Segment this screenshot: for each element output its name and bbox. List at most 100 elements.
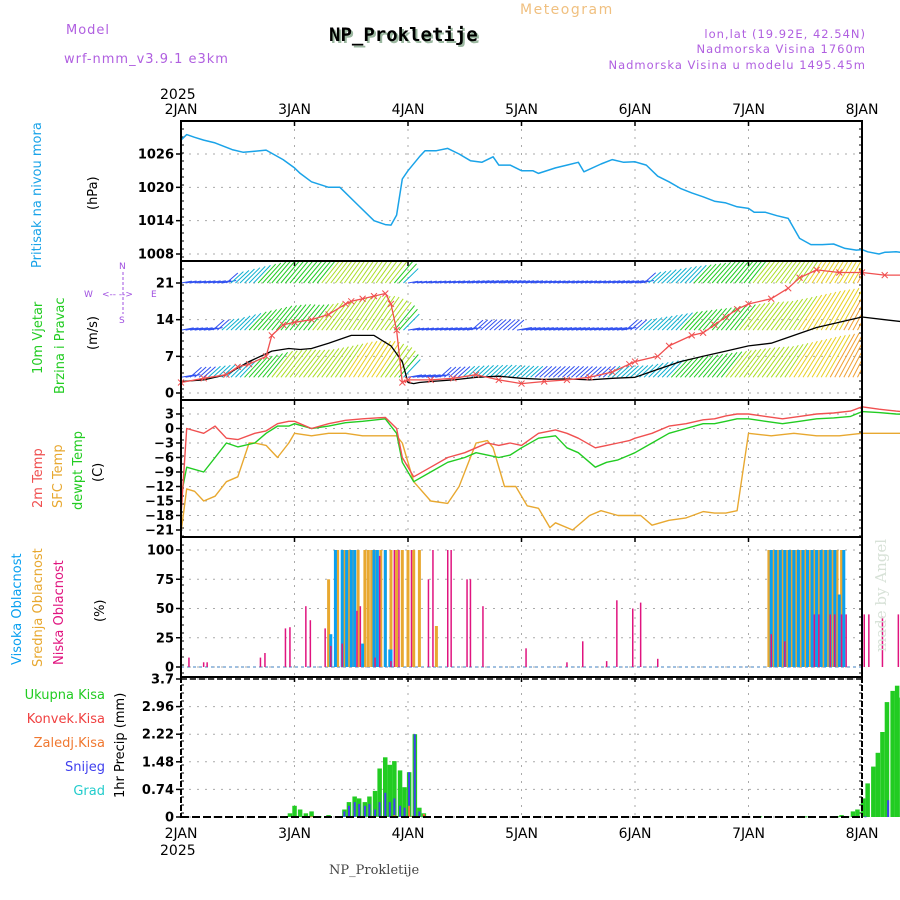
wind-arrow [430, 280, 442, 284]
wind-arrow [357, 295, 382, 331]
wind-arrow [784, 261, 802, 284]
footer-station-label: NP_Prokletije [329, 863, 420, 878]
wind-arrow [834, 332, 860, 378]
cloud-mid-bar [776, 550, 780, 667]
wind-arrow [235, 315, 251, 331]
precip-ukupna-kisa-bar [880, 732, 885, 817]
precip-snijeg-bar [374, 809, 377, 817]
cloud_cover-ytick-label: 100 [147, 544, 174, 559]
wind-arrow [793, 295, 818, 331]
cloud-low-bar [657, 658, 659, 667]
wind-panel: 0 7 14 21 [156, 261, 900, 402]
wind-arrow [384, 261, 403, 284]
wind-arrow [625, 319, 638, 331]
wind-arrow [675, 357, 694, 378]
precip-snijeg-bar [418, 811, 421, 817]
wind-ytick-label: 7 [165, 350, 174, 365]
model-name: wrf-nmm_v3.9.1 e3km [64, 52, 229, 67]
wind-arrow [734, 261, 754, 284]
wind-arrow [403, 313, 420, 331]
wind-gust-marker [262, 352, 270, 360]
precipitation-ytick-label: 2.96 [142, 700, 174, 715]
wind-arrow [253, 310, 272, 331]
wind-arrow [825, 334, 851, 378]
wind-arrow [720, 351, 743, 378]
cloud-low-bar [863, 614, 865, 667]
cloud-low-bar [447, 550, 449, 667]
wind-arrow [707, 353, 728, 378]
precip-unit: 1hr Precip (mm) [113, 693, 128, 798]
wind-arrow [475, 319, 489, 331]
top-date-labels: 2JAN 3JAN 4JAN 5JAN 6JAN 7JAN 8JAN [165, 102, 879, 118]
cloud-mid-label: Srednja Oblacnost [31, 548, 46, 667]
wind-arrow [779, 343, 804, 378]
wind-arrow [652, 270, 667, 284]
wind-arrow [852, 312, 862, 331]
cloud-low-bar [566, 662, 568, 667]
cloud-mid-bar [379, 550, 383, 667]
cloud-low-bar [378, 555, 381, 667]
station-title: NP_Prokletije [329, 24, 478, 46]
wind-arrow [257, 263, 277, 284]
cloud-low-bar [829, 614, 831, 667]
wind-arrow [380, 261, 398, 284]
precip-ukupna-kisa-bar [287, 813, 293, 817]
wind-arrow [444, 280, 456, 284]
cloud-low-bar [202, 662, 205, 667]
pressure-unit: (hPa) [86, 176, 101, 210]
wind-arrow [802, 338, 828, 378]
wind-arrow [852, 358, 862, 378]
temp-unit: (C) [91, 463, 106, 482]
wind-arrow [716, 352, 738, 378]
wind-gust-marker [881, 271, 889, 279]
wind-arrow [248, 266, 266, 284]
wind-arrow [516, 280, 531, 284]
cloud-mid-bar [342, 550, 346, 667]
cloud-mid-bar [817, 550, 821, 667]
wind-arrow [471, 319, 484, 331]
wind-arrow [535, 327, 550, 331]
cloud-high-bar [345, 550, 349, 667]
wind-arrow [266, 306, 288, 331]
wind-arrow [212, 365, 226, 378]
wind-arrow [580, 366, 593, 378]
wind-arrow [770, 345, 794, 378]
top-date-4JAN: 4JAN [392, 102, 425, 118]
wind-arrow [725, 350, 747, 378]
bottom-date-8JAN: 8JAN [846, 826, 879, 842]
wind-arrow [779, 298, 804, 331]
wind-arrow [503, 319, 516, 331]
wind-arrow [334, 344, 359, 378]
wind-arrow [693, 309, 713, 331]
wind-arrow [471, 280, 485, 284]
wind-arrow [684, 356, 704, 378]
wind-gust-marker [359, 295, 366, 303]
wind-arrow [339, 261, 357, 284]
cloud-high-bar [383, 550, 387, 667]
wind-arrow [652, 361, 669, 378]
wind-arrow [298, 349, 321, 378]
wind-arrow [375, 341, 400, 378]
wind-arrow [666, 268, 682, 284]
precip-ukupna-kisa-bar [884, 702, 890, 817]
cloud-mid-bar [389, 550, 393, 667]
top-date-2JAN: 2JAN [165, 102, 198, 118]
wind-arrow [788, 296, 813, 331]
wind-arrow [834, 261, 849, 284]
wind-gust-marker [495, 376, 503, 384]
wind-arrow [607, 327, 623, 331]
wind-arrow [657, 270, 672, 284]
precip-ukupna-kisa-bar [387, 764, 393, 817]
wind-arrow [775, 261, 794, 284]
wind-gust-marker [722, 313, 730, 321]
year-label-top: 2025 [160, 87, 196, 103]
wind-arrow [539, 366, 553, 378]
wind-arrow [779, 261, 798, 284]
wind-arrow [643, 317, 658, 331]
cloud-low-bar [813, 614, 816, 667]
wind-arrow [630, 280, 644, 284]
wind-arrows [181, 261, 862, 378]
wind-arrow [371, 261, 388, 284]
cloud-mid-bar [412, 550, 416, 667]
cloud_cover-ytick-label: 0 [165, 661, 174, 676]
